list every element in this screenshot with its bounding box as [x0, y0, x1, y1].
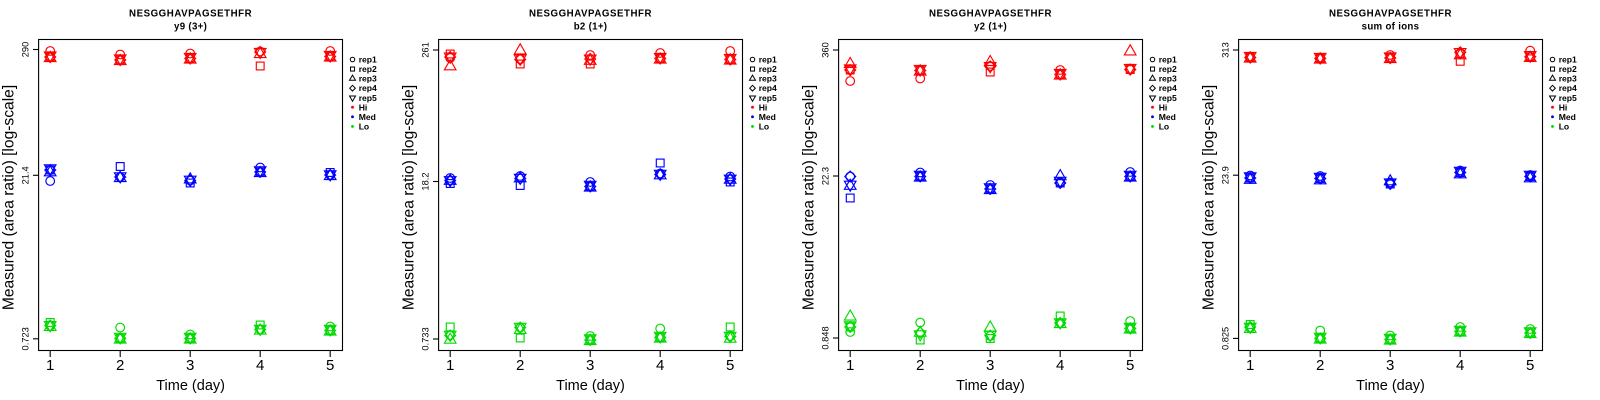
- svg-text:rep1: rep1: [1159, 55, 1177, 65]
- svg-text:4: 4: [1056, 357, 1064, 374]
- svg-text:18.2: 18.2: [420, 172, 430, 190]
- svg-text:0.733: 0.733: [420, 327, 430, 350]
- svg-text:21.4: 21.4: [20, 166, 30, 184]
- svg-text:Lo: Lo: [759, 122, 770, 132]
- svg-text:rep2: rep2: [359, 64, 377, 74]
- svg-text:3: 3: [986, 357, 994, 374]
- svg-text:Lo: Lo: [1559, 122, 1570, 132]
- svg-text:3: 3: [186, 357, 194, 374]
- svg-text:360: 360: [820, 42, 830, 58]
- svg-text:5: 5: [326, 357, 334, 374]
- svg-text:3: 3: [1386, 357, 1394, 374]
- svg-text:Hi: Hi: [359, 102, 368, 112]
- svg-text:0.825: 0.825: [1220, 327, 1230, 350]
- svg-text:Med: Med: [1559, 112, 1576, 122]
- svg-text:5: 5: [1526, 357, 1534, 374]
- svg-text:2: 2: [1316, 357, 1324, 374]
- svg-text:22.3: 22.3: [820, 167, 830, 185]
- svg-text:Measured (area ratio) [log-sca: Measured (area ratio) [log-scale]: [801, 85, 818, 310]
- svg-text:rep4: rep4: [359, 83, 377, 93]
- svg-text:rep5: rep5: [1159, 93, 1177, 103]
- svg-text:rep1: rep1: [759, 55, 777, 65]
- svg-text:rep1: rep1: [359, 55, 377, 65]
- svg-text:Measured (area ratio) [log-sca: Measured (area ratio) [log-scale]: [401, 85, 418, 310]
- svg-text:rep1: rep1: [1559, 55, 1577, 65]
- svg-text:Med: Med: [359, 112, 376, 122]
- svg-text:Lo: Lo: [359, 122, 370, 132]
- svg-text:Time (day): Time (day): [1356, 378, 1425, 394]
- svg-text:sum of ions: sum of ions: [1362, 22, 1420, 33]
- svg-text:Med: Med: [759, 112, 776, 122]
- svg-text:Time (day): Time (day): [956, 378, 1025, 394]
- svg-text:5: 5: [726, 357, 734, 374]
- svg-text:5: 5: [1126, 357, 1134, 374]
- svg-text:rep2: rep2: [759, 64, 777, 74]
- svg-text:Time (day): Time (day): [156, 378, 225, 394]
- svg-text:2: 2: [516, 357, 524, 374]
- svg-text:rep3: rep3: [759, 74, 777, 84]
- svg-text:Hi: Hi: [759, 102, 768, 112]
- svg-text:rep3: rep3: [359, 74, 377, 84]
- svg-text:Med: Med: [1159, 112, 1176, 122]
- svg-text:NESGGHAVPAGSETHFR: NESGGHAVPAGSETHFR: [529, 9, 652, 20]
- svg-text:0.723: 0.723: [20, 327, 30, 350]
- svg-text:rep4: rep4: [759, 83, 777, 93]
- svg-text:rep5: rep5: [1559, 93, 1577, 103]
- svg-text:1: 1: [46, 357, 54, 374]
- svg-text:4: 4: [256, 357, 264, 374]
- svg-text:Lo: Lo: [1159, 122, 1170, 132]
- svg-text:2: 2: [116, 357, 124, 374]
- svg-text:rep4: rep4: [1159, 83, 1177, 93]
- svg-text:NESGGHAVPAGSETHFR: NESGGHAVPAGSETHFR: [1329, 9, 1452, 20]
- svg-text:4: 4: [1456, 357, 1464, 374]
- svg-text:2: 2: [916, 357, 924, 374]
- svg-text:1: 1: [1246, 357, 1254, 374]
- svg-text:rep5: rep5: [359, 93, 377, 103]
- svg-text:1: 1: [446, 357, 454, 374]
- svg-text:Hi: Hi: [1159, 102, 1168, 112]
- svg-text:NESGGHAVPAGSETHFR: NESGGHAVPAGSETHFR: [929, 9, 1052, 20]
- svg-text:313: 313: [1220, 42, 1230, 58]
- svg-text:rep2: rep2: [1559, 64, 1577, 74]
- svg-text:4: 4: [656, 357, 664, 374]
- svg-text:Measured (area ratio) [log-sca: Measured (area ratio) [log-scale]: [1, 85, 18, 310]
- svg-text:rep2: rep2: [1159, 64, 1177, 74]
- svg-text:1: 1: [846, 357, 854, 374]
- svg-text:261: 261: [420, 42, 430, 58]
- svg-text:Hi: Hi: [1559, 102, 1568, 112]
- svg-text:rep3: rep3: [1159, 74, 1177, 84]
- svg-text:23.9: 23.9: [1220, 166, 1230, 184]
- svg-text:290: 290: [20, 42, 30, 58]
- svg-text:y2 (1+): y2 (1+): [974, 22, 1007, 33]
- svg-text:rep4: rep4: [1559, 83, 1577, 93]
- svg-text:NESGGHAVPAGSETHFR: NESGGHAVPAGSETHFR: [129, 9, 252, 20]
- svg-text:rep5: rep5: [759, 93, 777, 103]
- svg-text:0.848: 0.848: [820, 326, 830, 349]
- svg-text:3: 3: [586, 357, 594, 374]
- svg-text:y9 (3+): y9 (3+): [174, 22, 207, 33]
- svg-text:b2 (1+): b2 (1+): [574, 22, 608, 33]
- svg-text:Time (day): Time (day): [556, 378, 625, 394]
- svg-text:rep3: rep3: [1559, 74, 1577, 84]
- svg-text:Measured (area ratio) [log-sca: Measured (area ratio) [log-scale]: [1201, 85, 1218, 310]
